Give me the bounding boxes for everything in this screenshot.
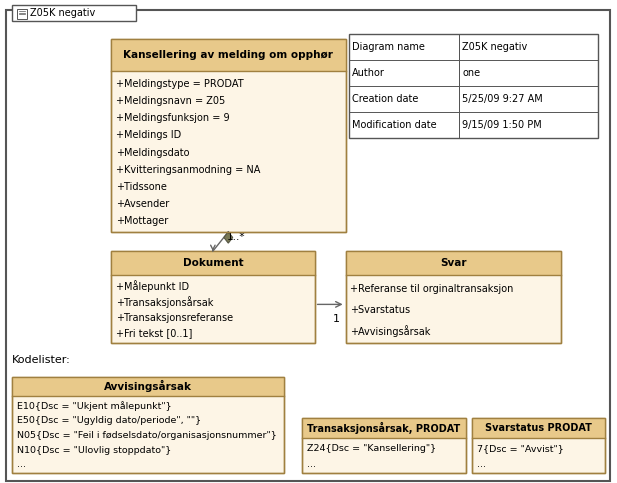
Text: Z24{Dsc = "Kansellering"}: Z24{Dsc = "Kansellering"} bbox=[307, 444, 436, 453]
Text: +Referanse til orginaltransaksjon: +Referanse til orginaltransaksjon bbox=[350, 284, 514, 295]
Text: Transaksjonsårsak, PRODAT: Transaksjonsårsak, PRODAT bbox=[307, 422, 461, 434]
Text: 7{Dsc = "Avvist"}: 7{Dsc = "Avvist"} bbox=[477, 444, 564, 453]
Text: N10{Dsc = "Ulovlig stoppdato"}: N10{Dsc = "Ulovlig stoppdato"} bbox=[17, 445, 172, 455]
Bar bbox=[302, 418, 466, 438]
Text: one: one bbox=[462, 68, 481, 78]
Text: ...: ... bbox=[477, 459, 486, 469]
Text: +Meldingstype = PRODAT: +Meldingstype = PRODAT bbox=[116, 79, 244, 88]
Text: E10{Dsc = "Ukjent målepunkt"}: E10{Dsc = "Ukjent målepunkt"} bbox=[17, 401, 172, 411]
Text: Z05K negativ: Z05K negativ bbox=[462, 42, 528, 52]
Text: +Avvisingsårsak: +Avvisingsårsak bbox=[350, 325, 431, 337]
Bar bbox=[349, 34, 598, 138]
Text: Kodelister:: Kodelister: bbox=[12, 355, 71, 365]
Text: +Svarstatus: +Svarstatus bbox=[350, 305, 410, 315]
Bar bbox=[302, 418, 466, 473]
Text: +Kvitteringsanmodning = NA: +Kvitteringsanmodning = NA bbox=[116, 165, 260, 175]
Text: +Meldingsfunksjon = 9: +Meldingsfunksjon = 9 bbox=[116, 113, 230, 123]
Text: +Meldingsnavn = Z05: +Meldingsnavn = Z05 bbox=[116, 96, 225, 106]
Text: Modification date: Modification date bbox=[352, 120, 437, 129]
Text: Kansellering av melding om opphør: Kansellering av melding om opphør bbox=[123, 50, 333, 60]
Text: E50{Dsc = "Ugyldig dato/periode", ""}: E50{Dsc = "Ugyldig dato/periode", ""} bbox=[17, 416, 201, 426]
Bar bbox=[472, 418, 605, 473]
Bar bbox=[111, 39, 346, 232]
Text: Svarstatus PRODAT: Svarstatus PRODAT bbox=[485, 423, 592, 433]
Text: +Avsender: +Avsender bbox=[116, 199, 169, 209]
Text: N05{Dsc = "Feil i fødselsdato/organisasjonsnummer"}: N05{Dsc = "Feil i fødselsdato/organisasj… bbox=[17, 431, 277, 440]
Text: 5/25/09 9:27 AM: 5/25/09 9:27 AM bbox=[462, 94, 543, 104]
Text: +Transaksjonsreferanse: +Transaksjonsreferanse bbox=[116, 313, 233, 323]
Bar bbox=[111, 251, 315, 275]
Text: +Fri tekst [0..1]: +Fri tekst [0..1] bbox=[116, 328, 193, 339]
Text: Author: Author bbox=[352, 68, 385, 78]
Text: Z05K negativ: Z05K negativ bbox=[30, 8, 95, 18]
Bar bbox=[111, 251, 315, 343]
Polygon shape bbox=[224, 232, 233, 243]
Text: +Tidssone: +Tidssone bbox=[116, 182, 167, 192]
Text: Avvisingsårsak: Avvisingsårsak bbox=[104, 380, 192, 393]
Bar bbox=[346, 251, 561, 343]
Text: +Transaksjonsårsak: +Transaksjonsårsak bbox=[116, 296, 213, 308]
Bar bbox=[472, 418, 605, 473]
Bar bbox=[12, 377, 284, 473]
Text: +Meldingsdato: +Meldingsdato bbox=[116, 147, 189, 157]
Text: 1..*: 1..* bbox=[226, 232, 245, 242]
Bar bbox=[12, 377, 284, 473]
Bar bbox=[17, 9, 27, 19]
Text: ...: ... bbox=[307, 459, 317, 469]
Bar bbox=[12, 5, 136, 21]
Text: +Mottager: +Mottager bbox=[116, 216, 168, 227]
Bar bbox=[346, 251, 561, 343]
Text: 9/15/09 1:50 PM: 9/15/09 1:50 PM bbox=[462, 120, 542, 129]
Bar bbox=[346, 251, 561, 275]
Bar bbox=[472, 418, 605, 438]
Bar bbox=[111, 251, 315, 343]
Bar bbox=[111, 39, 346, 232]
Text: Diagram name: Diagram name bbox=[352, 42, 425, 52]
Text: 1: 1 bbox=[333, 314, 340, 324]
Text: +Meldings ID: +Meldings ID bbox=[116, 130, 181, 140]
Text: +Målepunkt ID: +Målepunkt ID bbox=[116, 280, 189, 292]
Text: Creation date: Creation date bbox=[352, 94, 419, 104]
Bar bbox=[12, 377, 284, 396]
Text: Dokument: Dokument bbox=[183, 258, 243, 268]
Text: Svar: Svar bbox=[441, 258, 466, 268]
Bar bbox=[302, 418, 466, 473]
Text: ...: ... bbox=[17, 460, 27, 469]
Bar bbox=[111, 39, 346, 71]
